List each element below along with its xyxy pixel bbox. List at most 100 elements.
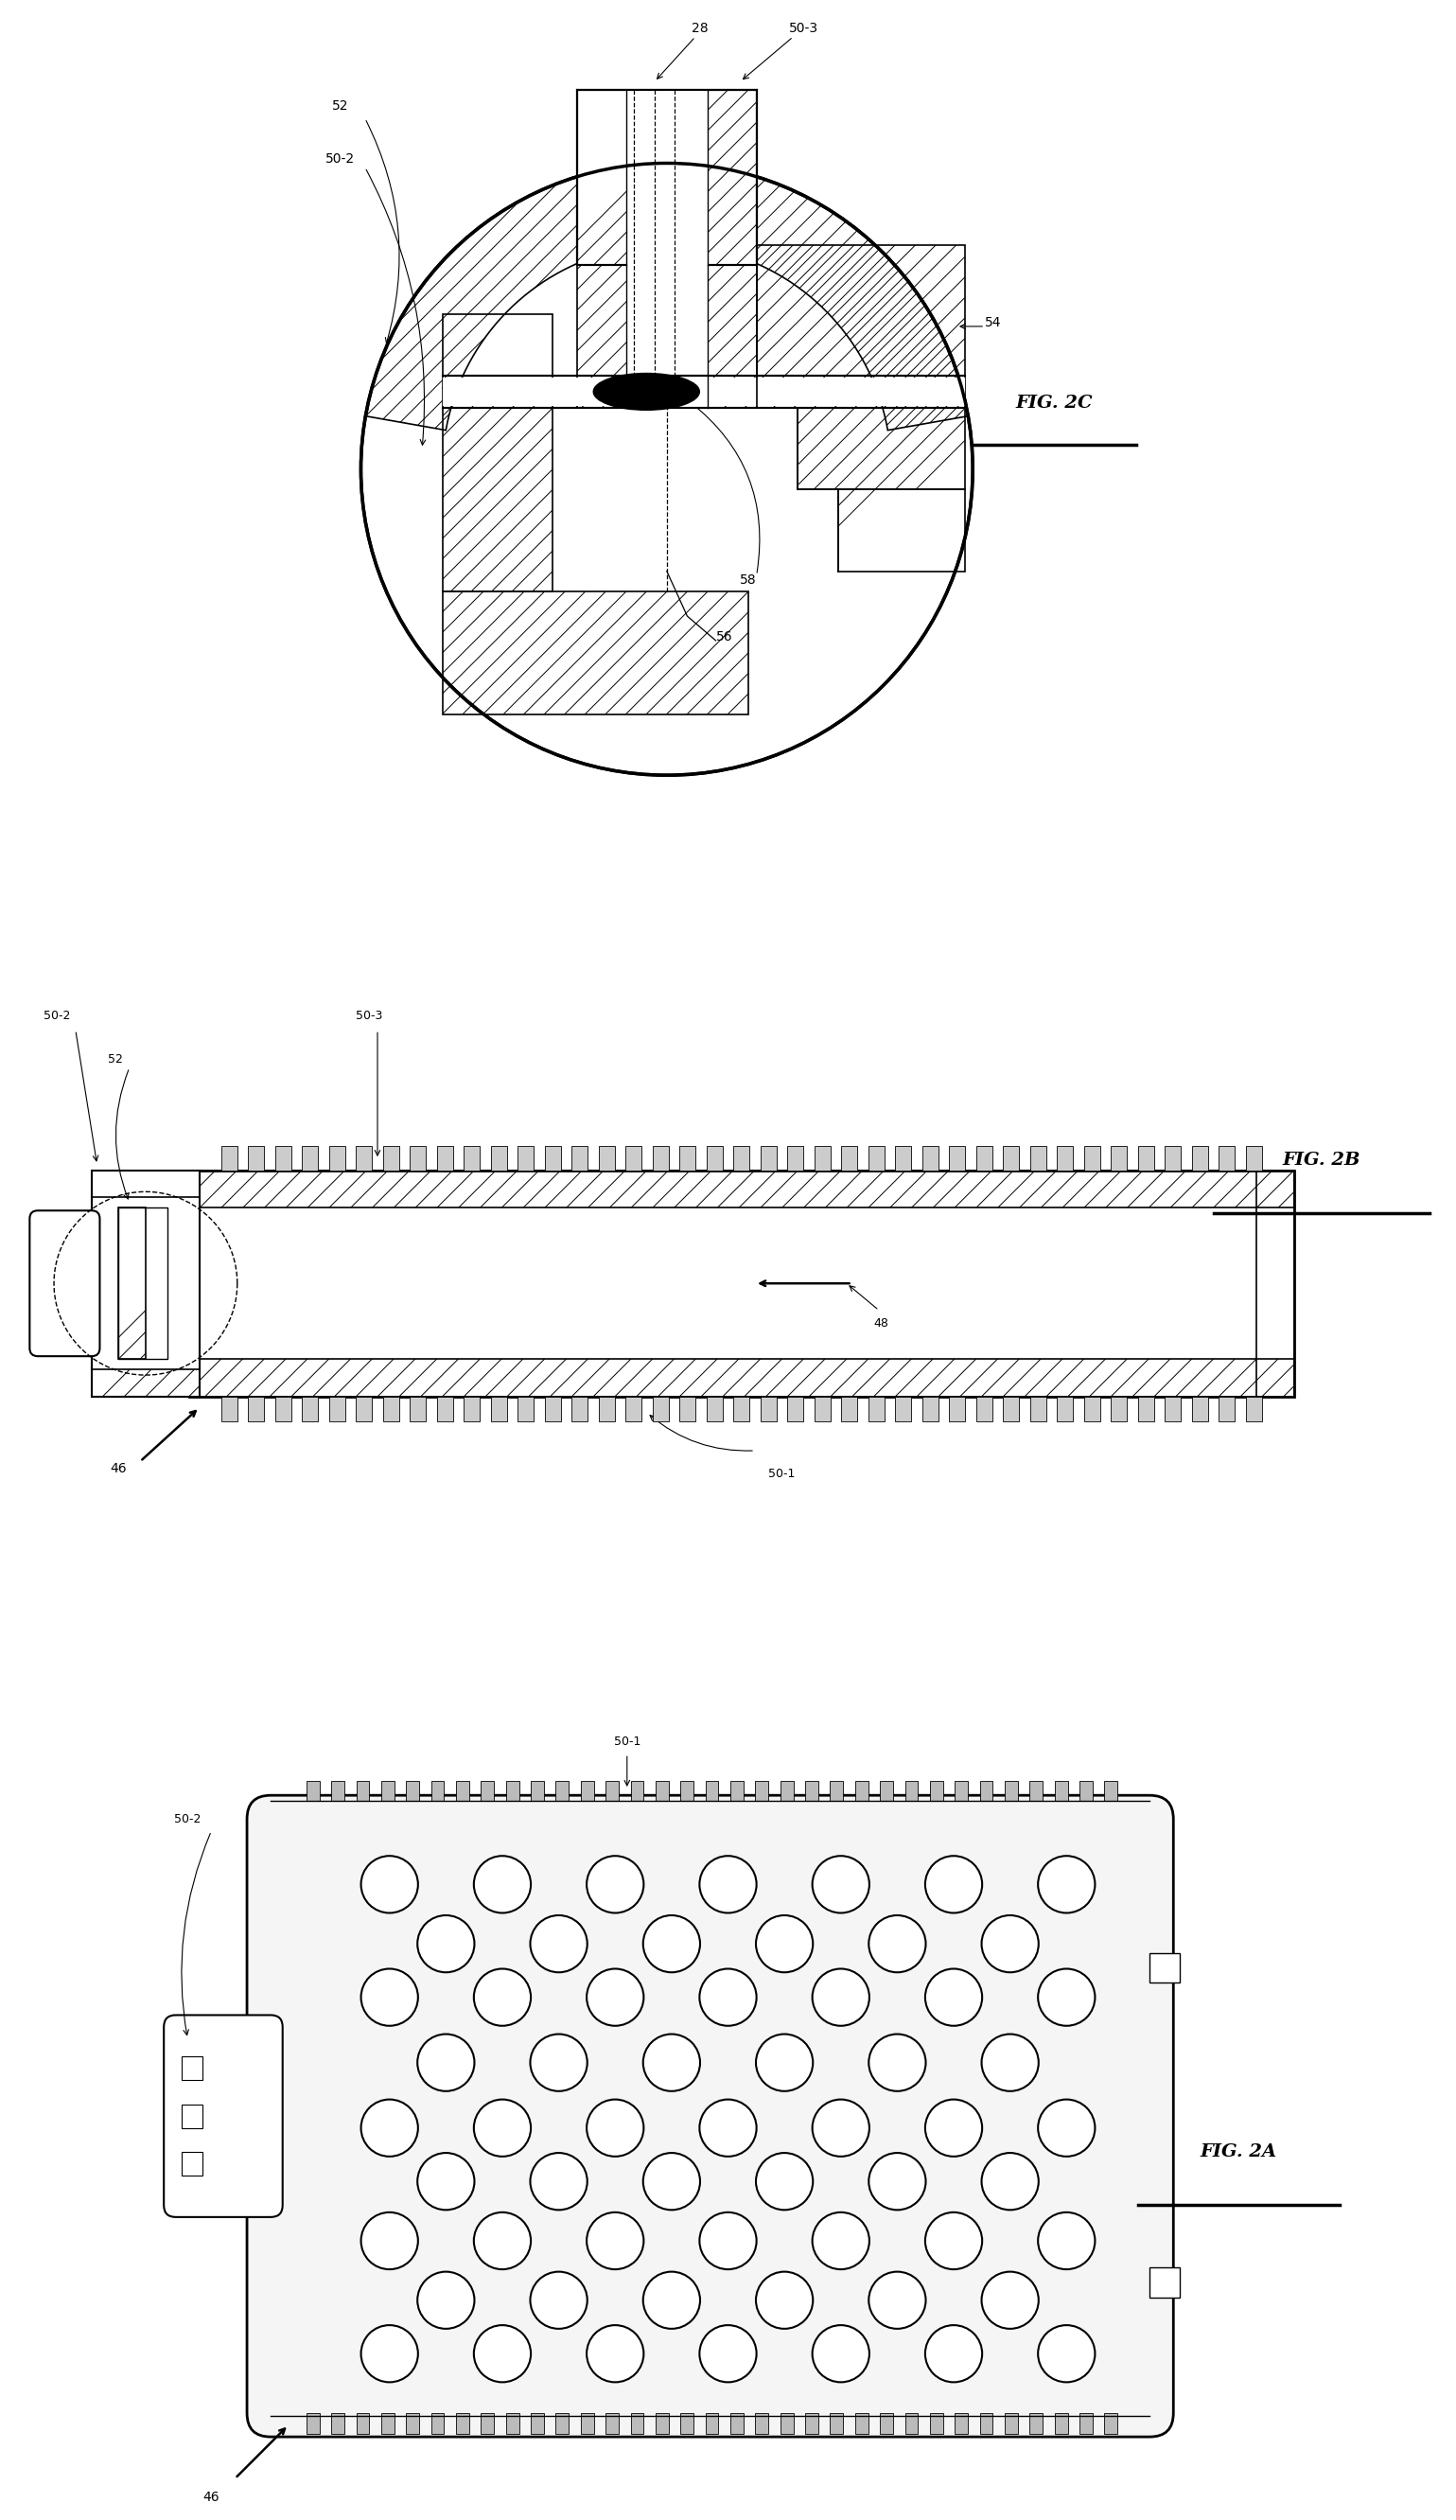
Bar: [1079, 2414, 1092, 2434]
Bar: [1079, 1782, 1092, 1802]
Bar: [922, 1396, 938, 1421]
Circle shape: [361, 2099, 418, 2157]
Circle shape: [869, 2152, 926, 2210]
Circle shape: [812, 1855, 869, 1913]
Bar: [955, 1782, 968, 1802]
Bar: [581, 2414, 594, 2434]
Bar: [1029, 2414, 1042, 2434]
Circle shape: [418, 2271, 475, 2328]
Bar: [1029, 1782, 1042, 1802]
Bar: [221, 1396, 237, 1421]
Text: 50-3: 50-3: [789, 23, 818, 35]
Bar: [731, 2414, 744, 2434]
Bar: [1005, 1782, 1018, 1802]
Circle shape: [869, 1915, 926, 1973]
Bar: [805, 2414, 818, 2434]
Bar: [760, 1147, 776, 1169]
Bar: [680, 1782, 693, 1802]
Bar: [1005, 2414, 1018, 2434]
Bar: [581, 1782, 594, 1802]
Bar: [626, 265, 708, 408]
Bar: [1111, 1147, 1127, 1169]
Text: 52: 52: [332, 101, 349, 113]
Bar: [756, 2414, 769, 2434]
Bar: [980, 1782, 993, 1802]
Circle shape: [869, 2271, 926, 2328]
Text: 48: 48: [874, 1318, 888, 1331]
Bar: [1111, 1396, 1127, 1421]
Bar: [577, 91, 757, 265]
Bar: [1054, 1782, 1067, 1802]
Circle shape: [812, 1968, 869, 2026]
Circle shape: [530, 2034, 587, 2092]
Bar: [1083, 1396, 1101, 1421]
Bar: [491, 1147, 507, 1169]
Circle shape: [925, 2213, 983, 2271]
Bar: [383, 1396, 399, 1421]
Bar: [118, 1207, 167, 1358]
Circle shape: [925, 1855, 983, 1913]
Bar: [814, 1147, 830, 1169]
Bar: [332, 2414, 345, 2434]
Bar: [355, 1147, 373, 1169]
Bar: [464, 1396, 480, 1421]
Text: 50-2: 50-2: [175, 1812, 201, 1824]
Bar: [329, 1147, 345, 1169]
Bar: [1246, 1147, 1262, 1169]
Bar: [1137, 1147, 1155, 1169]
Text: 50-1: 50-1: [769, 1469, 795, 1479]
Bar: [922, 1147, 938, 1169]
Circle shape: [925, 2099, 983, 2157]
Text: 52: 52: [108, 1053, 122, 1066]
Bar: [652, 1147, 668, 1169]
Bar: [606, 2414, 619, 2434]
Bar: [381, 1782, 395, 1802]
Bar: [431, 1782, 444, 1802]
Circle shape: [1038, 2213, 1095, 2271]
Bar: [814, 1396, 830, 1421]
Bar: [531, 1782, 545, 1802]
Bar: [756, 1782, 769, 1802]
Circle shape: [361, 1855, 418, 1913]
Circle shape: [756, 1915, 812, 1973]
Bar: [949, 1396, 965, 1421]
Bar: [788, 1147, 804, 1169]
Bar: [680, 2414, 693, 2434]
Circle shape: [644, 2034, 700, 2092]
Bar: [383, 1147, 399, 1169]
Bar: [630, 2414, 644, 2434]
Bar: [980, 2414, 993, 2434]
FancyBboxPatch shape: [248, 1794, 1174, 2437]
Bar: [1003, 1147, 1019, 1169]
Bar: [437, 1147, 453, 1169]
Bar: [1246, 1396, 1262, 1421]
Circle shape: [981, 2034, 1038, 2092]
Circle shape: [925, 2326, 983, 2381]
Bar: [1057, 1147, 1073, 1169]
Circle shape: [756, 2152, 812, 2210]
Bar: [406, 2414, 419, 2434]
Bar: [306, 1782, 319, 1802]
Bar: [1003, 1396, 1019, 1421]
Bar: [855, 1782, 868, 1802]
Bar: [1219, 1147, 1235, 1169]
Circle shape: [587, 1855, 644, 1913]
Circle shape: [1038, 1855, 1095, 1913]
Circle shape: [418, 2152, 475, 2210]
Bar: [598, 1147, 614, 1169]
Circle shape: [473, 1968, 531, 2026]
Circle shape: [981, 1915, 1038, 1973]
Bar: [275, 1396, 291, 1421]
Circle shape: [418, 2034, 475, 2092]
Circle shape: [925, 1968, 983, 2026]
Text: 50-2: 50-2: [326, 154, 355, 166]
Bar: [734, 1396, 750, 1421]
Bar: [906, 2414, 919, 2434]
Bar: [189, 1169, 1294, 1396]
Circle shape: [587, 1968, 644, 2026]
Bar: [930, 2414, 943, 2434]
Bar: [1029, 1396, 1047, 1421]
Circle shape: [644, 2152, 700, 2210]
Bar: [976, 1147, 992, 1169]
Circle shape: [812, 2326, 869, 2381]
